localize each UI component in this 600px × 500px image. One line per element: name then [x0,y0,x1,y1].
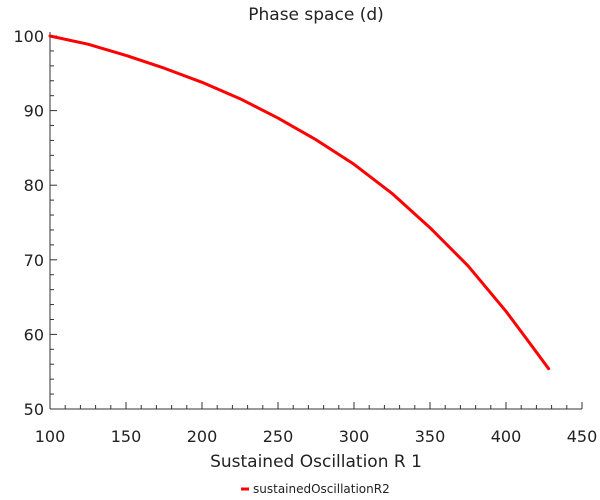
plot-area [48,34,551,371]
x-tick-label: 400 [491,427,522,446]
legend-label: sustainedOscillationR2 [253,482,390,496]
y-tick-label: 90 [24,102,44,121]
axes: 50 60 70 80 90 100 100 150 200 250 300 350 400 450 [13,27,597,446]
y-tick-label: 50 [24,400,44,419]
x-axis-label: Sustained Oscillation R 1 [210,452,422,472]
x-tick-label: 450 [567,427,598,446]
x-tick-label: 300 [339,427,370,446]
y-tick-label: 70 [24,251,44,270]
y-tick-label: 100 [13,27,44,46]
chart-title: Phase space (d) [248,5,384,25]
x-tick-label: 250 [263,427,294,446]
x-tick-label: 150 [111,427,142,446]
y-tick-label: 60 [24,325,44,344]
x-tick-label: 350 [415,427,446,446]
y-tick-label: 80 [24,176,44,195]
x-tick-label: 100 [35,427,66,446]
x-tick-label: 200 [187,427,218,446]
legend: sustainedOscillationR2 [241,482,390,496]
series-line-0 [48,34,551,371]
